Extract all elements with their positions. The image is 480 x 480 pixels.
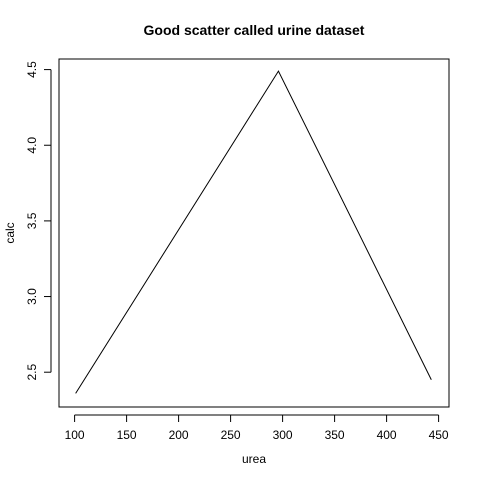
plot-frame <box>58 58 450 408</box>
chart-title: Good scatter called urine dataset <box>144 22 365 38</box>
y-axis-label: calc <box>3 222 17 243</box>
y-tick-label: 3.0 <box>25 288 39 305</box>
x-tick-label: 250 <box>221 428 241 442</box>
series-line <box>75 70 432 394</box>
y-axis: 2.5 3.0 3.5 4.0 4.5 <box>25 61 52 381</box>
y-tick-label: 4.0 <box>25 137 39 154</box>
x-axis: 100 150 200 250 300 350 400 450 <box>65 414 449 442</box>
x-tick-label: 350 <box>325 428 345 442</box>
x-tick-label: 200 <box>169 428 189 442</box>
x-tick-label: 450 <box>429 428 449 442</box>
series-layer <box>75 70 432 394</box>
x-axis-label: urea <box>242 452 266 466</box>
x-tick-label: 150 <box>117 428 137 442</box>
x-tick-label: 100 <box>65 428 85 442</box>
y-tick-label: 3.5 <box>25 212 39 229</box>
y-tick-label: 4.5 <box>25 61 39 78</box>
x-tick-label: 400 <box>377 428 397 442</box>
x-tick-label: 300 <box>273 428 293 442</box>
y-tick-label: 2.5 <box>25 364 39 381</box>
